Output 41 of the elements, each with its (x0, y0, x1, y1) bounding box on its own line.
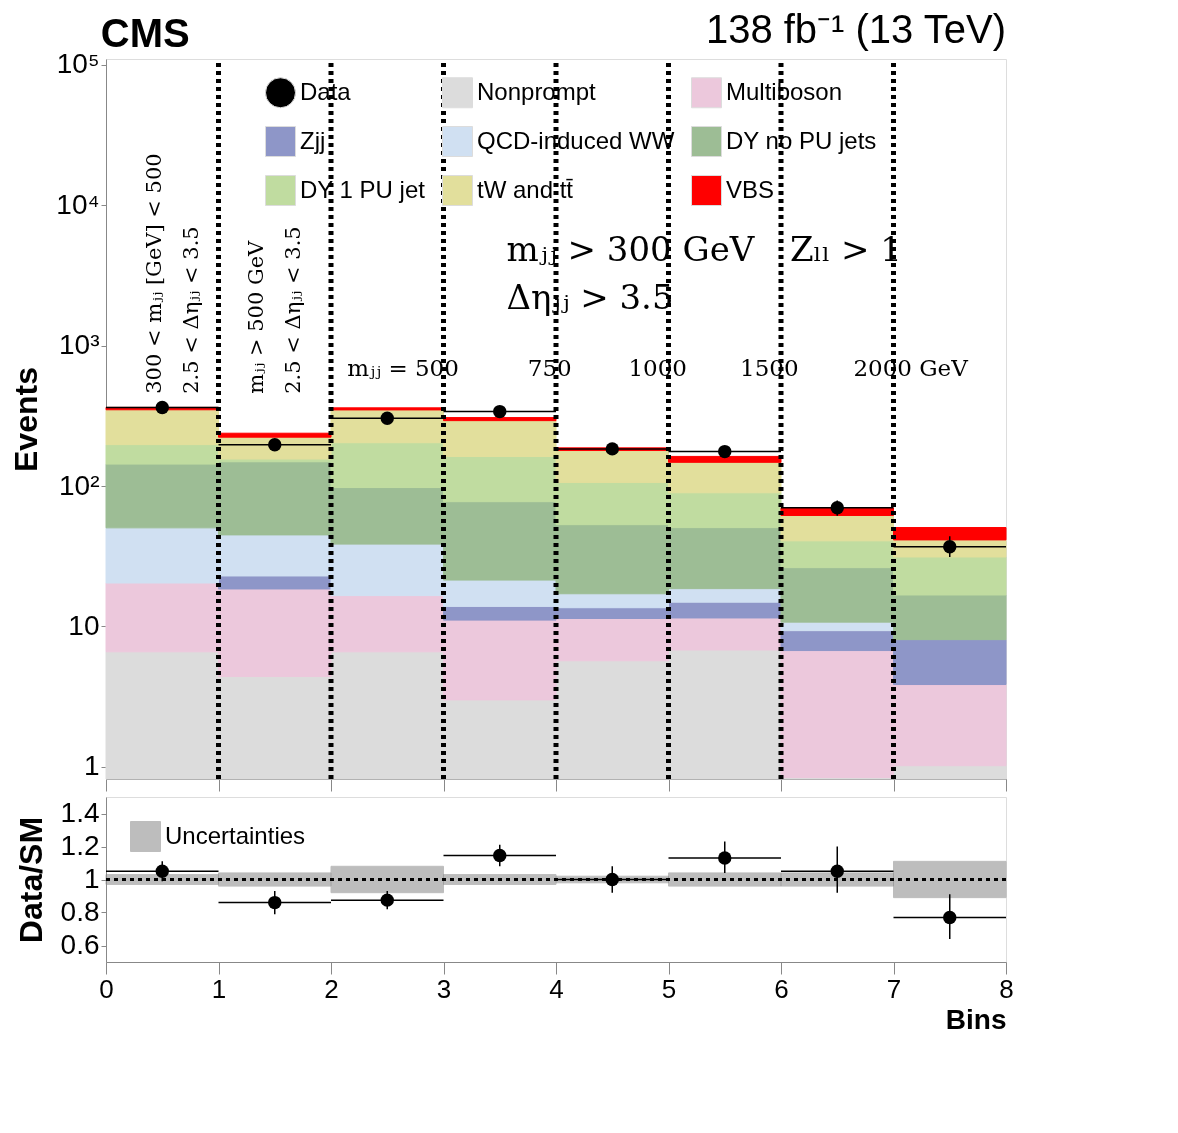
y-tick-label: 1 (83, 863, 100, 894)
y-tick-label: 0.6 (60, 929, 100, 960)
y-tick-label: 10⁴ (56, 188, 100, 220)
x-tick-label: 8 (999, 973, 1014, 1004)
x-tick-label: 0 (99, 973, 114, 1004)
x-tick-label: 7 (886, 973, 902, 1004)
y-tick-label: 10⁵ (56, 48, 100, 80)
x-tick-label: 4 (549, 973, 564, 1004)
annotation: 750 (527, 354, 572, 381)
legend-label: Data (300, 77, 352, 105)
y-tick-label: 10 (68, 609, 100, 641)
legend-label: Uncertainties (165, 821, 306, 849)
x-tick-label: 1 (211, 973, 227, 1004)
y-tick-label: 1.2 (60, 830, 100, 861)
legend-label: tW and tt̄ (477, 175, 574, 203)
y-tick-label: 10³ (59, 329, 100, 361)
y-axis-title: Data/SM (12, 816, 49, 944)
annotation: 1500 (740, 354, 799, 381)
legend-label: Zjj (300, 126, 326, 154)
x-tick-label: 2 (324, 973, 339, 1004)
text: 138 fb⁻¹ (13 TeV) (705, 7, 1006, 51)
y-tick-label: 0.8 (60, 896, 100, 927)
legend-label: VBS (726, 175, 775, 203)
x-tick-label: 3 (436, 973, 452, 1004)
x-tick-label: 6 (774, 973, 789, 1004)
y-tick-label: 1.4 (60, 797, 100, 828)
legend-label: Multiboson (726, 77, 843, 105)
legend-label: DY 1 PU jet (300, 175, 426, 203)
y-axis-title: Events (8, 367, 45, 472)
chart-title: CMS (100, 11, 190, 55)
legend-label: Nonprompt (477, 77, 597, 105)
annotation: mⱼⱼ = 500 (347, 354, 459, 381)
x-axis-title: Bins (945, 1003, 1007, 1035)
annotation: mⱼⱼ > 300 GeV (506, 229, 756, 270)
annotation: mⱼⱼ > 500 GeV (244, 239, 269, 394)
y-tick-label: 1 (83, 750, 100, 782)
annotation: 2.5 < Δηⱼⱼ < 3.5 (281, 226, 306, 394)
annotation: 300 < mⱼⱼ [GeV] < 500 (141, 153, 166, 394)
x-tick-label: 5 (661, 973, 677, 1004)
y-tick-label: 10² (59, 469, 100, 501)
annotation: 2.5 < Δηⱼⱼ < 3.5 (178, 226, 203, 394)
